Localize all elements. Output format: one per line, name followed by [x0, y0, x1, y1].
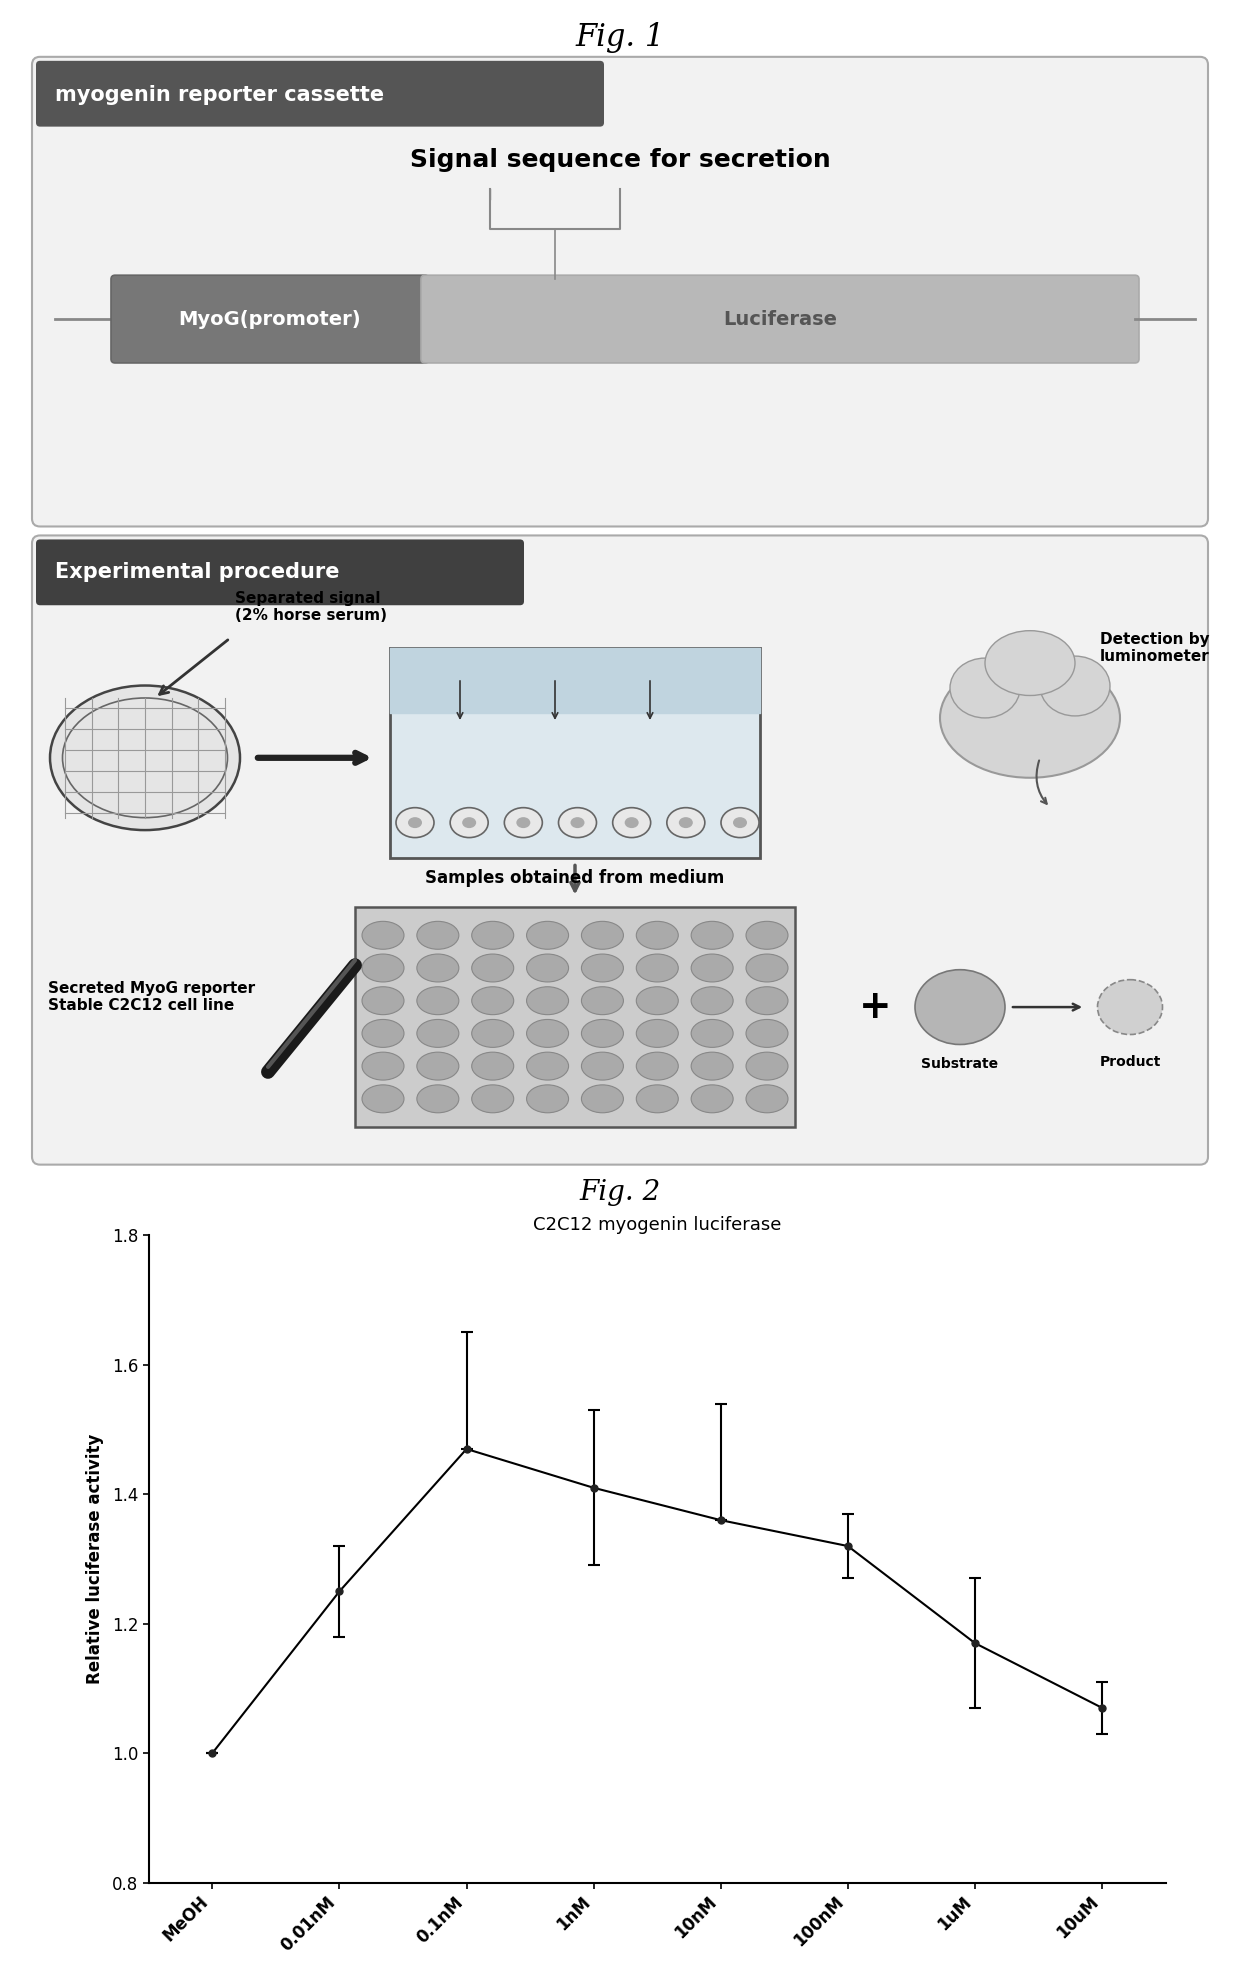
Text: Substrate: Substrate	[921, 1057, 998, 1071]
Ellipse shape	[636, 986, 678, 1014]
Ellipse shape	[691, 955, 733, 982]
Ellipse shape	[570, 818, 584, 828]
Ellipse shape	[691, 986, 733, 1014]
Text: +: +	[858, 988, 892, 1026]
Ellipse shape	[471, 955, 513, 982]
Ellipse shape	[471, 922, 513, 949]
FancyBboxPatch shape	[422, 275, 1140, 363]
FancyBboxPatch shape	[32, 57, 1208, 526]
Ellipse shape	[450, 808, 489, 837]
Ellipse shape	[678, 818, 693, 828]
Text: Samples obtained from medium: Samples obtained from medium	[425, 869, 724, 888]
Text: Secreted MyoG reporter
Stable C2C12 cell line: Secreted MyoG reporter Stable C2C12 cell…	[48, 980, 255, 1014]
Ellipse shape	[746, 986, 787, 1014]
Text: Signal sequence for secretion: Signal sequence for secretion	[409, 147, 831, 171]
Text: Experimental procedure: Experimental procedure	[55, 563, 340, 582]
Y-axis label: Relative luciferase activity: Relative luciferase activity	[86, 1433, 104, 1684]
Ellipse shape	[636, 955, 678, 982]
Ellipse shape	[417, 1020, 459, 1047]
Ellipse shape	[636, 1020, 678, 1047]
FancyBboxPatch shape	[36, 61, 604, 127]
Text: Luciferase: Luciferase	[723, 310, 837, 329]
Text: Separated signal
(2% horse serum): Separated signal (2% horse serum)	[236, 590, 387, 624]
Ellipse shape	[471, 986, 513, 1014]
Ellipse shape	[1040, 657, 1110, 716]
Ellipse shape	[636, 922, 678, 949]
Ellipse shape	[985, 631, 1075, 696]
Ellipse shape	[62, 698, 227, 818]
Ellipse shape	[582, 986, 624, 1014]
Ellipse shape	[746, 1053, 787, 1081]
Ellipse shape	[471, 1053, 513, 1081]
Ellipse shape	[362, 922, 404, 949]
Ellipse shape	[636, 1053, 678, 1081]
Ellipse shape	[915, 969, 1004, 1045]
Text: Fig. 1: Fig. 1	[575, 22, 665, 53]
Ellipse shape	[527, 922, 569, 949]
Ellipse shape	[940, 659, 1120, 779]
Ellipse shape	[463, 818, 476, 828]
Ellipse shape	[527, 1084, 569, 1112]
Ellipse shape	[733, 818, 746, 828]
Text: Product: Product	[1100, 1055, 1161, 1069]
Ellipse shape	[613, 808, 651, 837]
Ellipse shape	[527, 955, 569, 982]
Ellipse shape	[408, 818, 422, 828]
FancyBboxPatch shape	[355, 908, 795, 1128]
Ellipse shape	[417, 986, 459, 1014]
Text: MyoG(promoter): MyoG(promoter)	[179, 310, 361, 329]
Ellipse shape	[746, 1020, 787, 1047]
Ellipse shape	[691, 1053, 733, 1081]
Ellipse shape	[582, 1053, 624, 1081]
Ellipse shape	[582, 922, 624, 949]
Ellipse shape	[417, 1084, 459, 1112]
Ellipse shape	[582, 1020, 624, 1047]
Ellipse shape	[505, 808, 542, 837]
Ellipse shape	[746, 1084, 787, 1112]
Ellipse shape	[746, 922, 787, 949]
Text: Fig. 2: Fig. 2	[579, 1179, 661, 1206]
Ellipse shape	[471, 1020, 513, 1047]
Ellipse shape	[691, 922, 733, 949]
Ellipse shape	[636, 1084, 678, 1112]
Ellipse shape	[362, 1020, 404, 1047]
Ellipse shape	[1097, 980, 1163, 1035]
Ellipse shape	[582, 955, 624, 982]
Ellipse shape	[691, 1084, 733, 1112]
FancyBboxPatch shape	[112, 275, 429, 363]
FancyBboxPatch shape	[391, 649, 760, 857]
Ellipse shape	[691, 1020, 733, 1047]
Ellipse shape	[527, 1020, 569, 1047]
Ellipse shape	[471, 1084, 513, 1112]
FancyBboxPatch shape	[32, 535, 1208, 1165]
Ellipse shape	[582, 1084, 624, 1112]
Ellipse shape	[417, 955, 459, 982]
Ellipse shape	[527, 986, 569, 1014]
Ellipse shape	[625, 818, 639, 828]
Text: Detection by
luminometer: Detection by luminometer	[1100, 631, 1210, 665]
Ellipse shape	[362, 1084, 404, 1112]
Ellipse shape	[516, 818, 531, 828]
Ellipse shape	[558, 808, 596, 837]
Ellipse shape	[667, 808, 704, 837]
Ellipse shape	[417, 922, 459, 949]
Ellipse shape	[50, 686, 241, 830]
Ellipse shape	[720, 808, 759, 837]
Text: myogenin reporter cassette: myogenin reporter cassette	[55, 84, 384, 104]
Ellipse shape	[950, 659, 1021, 718]
Ellipse shape	[362, 986, 404, 1014]
Ellipse shape	[527, 1053, 569, 1081]
FancyBboxPatch shape	[36, 539, 525, 606]
Ellipse shape	[417, 1053, 459, 1081]
Ellipse shape	[362, 1053, 404, 1081]
Ellipse shape	[746, 955, 787, 982]
Ellipse shape	[362, 955, 404, 982]
Title: C2C12 myogenin luciferase: C2C12 myogenin luciferase	[533, 1216, 781, 1233]
Ellipse shape	[396, 808, 434, 837]
